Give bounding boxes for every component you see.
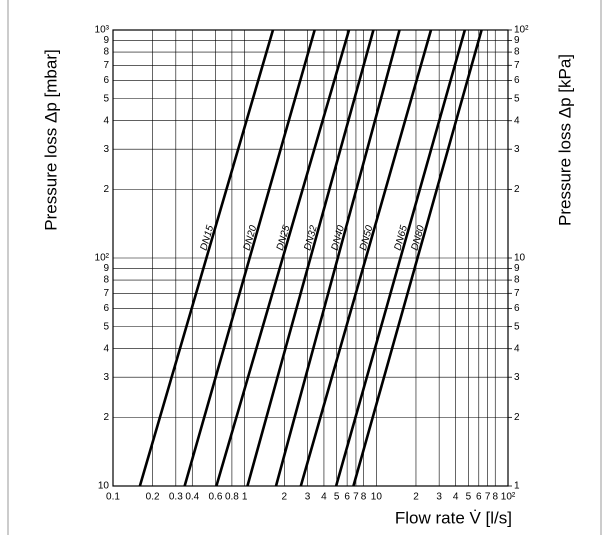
y-tick-label: 3 (103, 372, 109, 383)
y-tick-label: 10 (98, 481, 110, 492)
x-tick-label: 2 (282, 492, 288, 503)
y-tick-label: 9 (103, 263, 109, 274)
x-tick-label: 0.1 (106, 492, 120, 503)
x-tick-label: 5 (466, 492, 472, 503)
y-tick-label: 5 (103, 93, 109, 104)
y-tick-label: 5 (103, 321, 109, 332)
flow-line (215, 29, 351, 487)
y-tick-label: 2 (103, 184, 109, 195)
x-tick-label: 4 (321, 492, 327, 503)
y2-tick-label: 1 (514, 481, 520, 492)
x-tick-label: 3 (305, 492, 311, 503)
x-tick-label: 8 (361, 492, 367, 503)
x-tick-label: 8 (492, 492, 498, 503)
y-tick-label: 2 (103, 412, 109, 423)
y2-tick-label: 6 (514, 303, 520, 314)
y-tick-label: 7 (103, 288, 109, 299)
y-tick-label: 6 (103, 303, 109, 314)
y2-tick-label: 3 (514, 372, 520, 383)
y-tick-label: 4 (103, 343, 109, 354)
flow-line (246, 29, 375, 487)
x-tick-label: 5 (334, 492, 340, 503)
x-tick-label: 6 (344, 492, 350, 503)
flow-line (183, 29, 316, 487)
plot-frame (112, 29, 509, 487)
x-tick-label: 0.8 (225, 492, 239, 503)
y2-tick-label: 6 (514, 75, 520, 86)
flow-line (299, 29, 433, 487)
y2-tick-label: 3 (514, 144, 520, 155)
x-tick-label: 0.6 (209, 492, 223, 503)
y2-tick-label: 5 (514, 93, 520, 104)
x-tick-label: 3 (436, 492, 442, 503)
flow-line (138, 29, 275, 487)
y2-tick-label: 2 (514, 184, 520, 195)
y-axis-title: Pressure loss Δp [mbar] (41, 49, 60, 230)
y2-tick-label: 8 (514, 275, 520, 286)
y-tick-label: 3 (103, 144, 109, 155)
x-tick-label: 2 (413, 492, 419, 503)
flow-line (352, 29, 483, 487)
y-tick-label: 6 (103, 75, 109, 86)
y2-tick-label: 10 (514, 253, 526, 264)
x-tick-label: 10 (371, 492, 383, 503)
y2-tick-label: 9 (514, 263, 520, 274)
y2-tick-label: 5 (514, 321, 520, 332)
y-tick-label: 10² (95, 253, 110, 264)
y2-tick-label: 2 (514, 412, 520, 423)
y2-tick-label: 9 (514, 35, 520, 46)
y2-tick-label: 7 (514, 288, 520, 299)
x-tick-label: 0.2 (146, 492, 160, 503)
y2-tick-label: 7 (514, 60, 520, 71)
x-axis-title: Flow rate V̇ [l/s] (395, 508, 512, 527)
y-tick-label: 8 (103, 275, 109, 286)
y2-tick-label: 4 (514, 343, 520, 354)
y-tick-label: 9 (103, 35, 109, 46)
flow-line (334, 29, 467, 487)
y-tick-label: 4 (103, 115, 109, 126)
x-tick-label: 7 (353, 492, 359, 503)
flow-line (274, 29, 401, 487)
x-tick-label: 1 (242, 492, 248, 503)
series-label: DN25 (275, 224, 293, 252)
x-tick-label: 4 (453, 492, 459, 503)
x-tick-label: 0.4 (185, 492, 199, 503)
y-tick-label: 8 (103, 47, 109, 58)
y2-axis-title: Pressure loss Δp [kPa] (555, 54, 574, 226)
y-tick-label: 7 (103, 60, 109, 71)
x-tick-label: 7 (485, 492, 491, 503)
series-label: DN15 (199, 224, 217, 252)
x-tick-label: 10² (501, 492, 516, 503)
x-tick-label: 0.3 (169, 492, 183, 503)
y2-tick-label: 8 (514, 47, 520, 58)
y2-tick-label: 4 (514, 115, 520, 126)
y-tick-label: 10³ (95, 25, 110, 36)
x-tick-label: 6 (476, 492, 482, 503)
y2-tick-label: 10² (514, 25, 529, 36)
